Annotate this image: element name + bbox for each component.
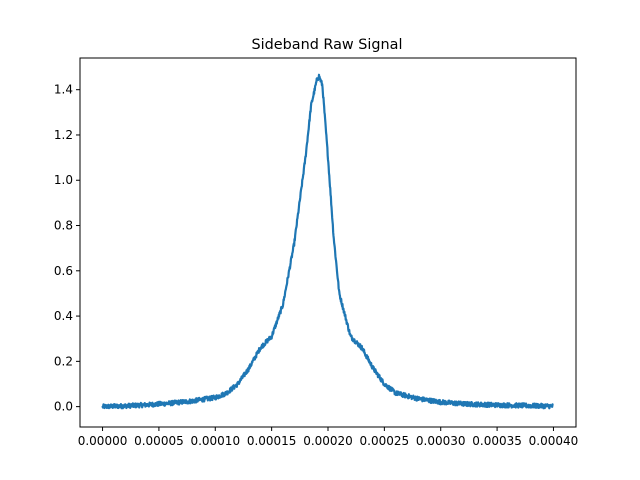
chart-title: Sideband Raw Signal	[252, 37, 403, 53]
x-tick-label: 0.00015	[247, 434, 297, 448]
y-tick-label: 0.4	[54, 309, 73, 323]
y-tick-label: 1.4	[54, 83, 73, 97]
x-tick-label: 0.00000	[78, 434, 128, 448]
x-tick-label: 0.00025	[360, 434, 410, 448]
x-tick-label: 0.00005	[134, 434, 184, 448]
y-tick-label: 1.0	[54, 173, 73, 187]
signal-series-line	[101, 73, 555, 410]
y-tick-label: 0.8	[54, 219, 73, 233]
y-tick-label: 0.6	[54, 264, 73, 278]
x-tick-label: 0.00040	[529, 434, 579, 448]
y-tick-label: 1.2	[54, 128, 73, 142]
plot-frame	[79, 57, 577, 428]
x-tick-label: 0.00010	[190, 434, 240, 448]
y-tick-label: 0.2	[54, 354, 73, 368]
x-tick-label: 0.00020	[303, 434, 353, 448]
x-tick-label: 0.00035	[472, 434, 522, 448]
x-tick-label: 0.00030	[416, 434, 466, 448]
y-tick-label: 0.0	[54, 400, 73, 414]
